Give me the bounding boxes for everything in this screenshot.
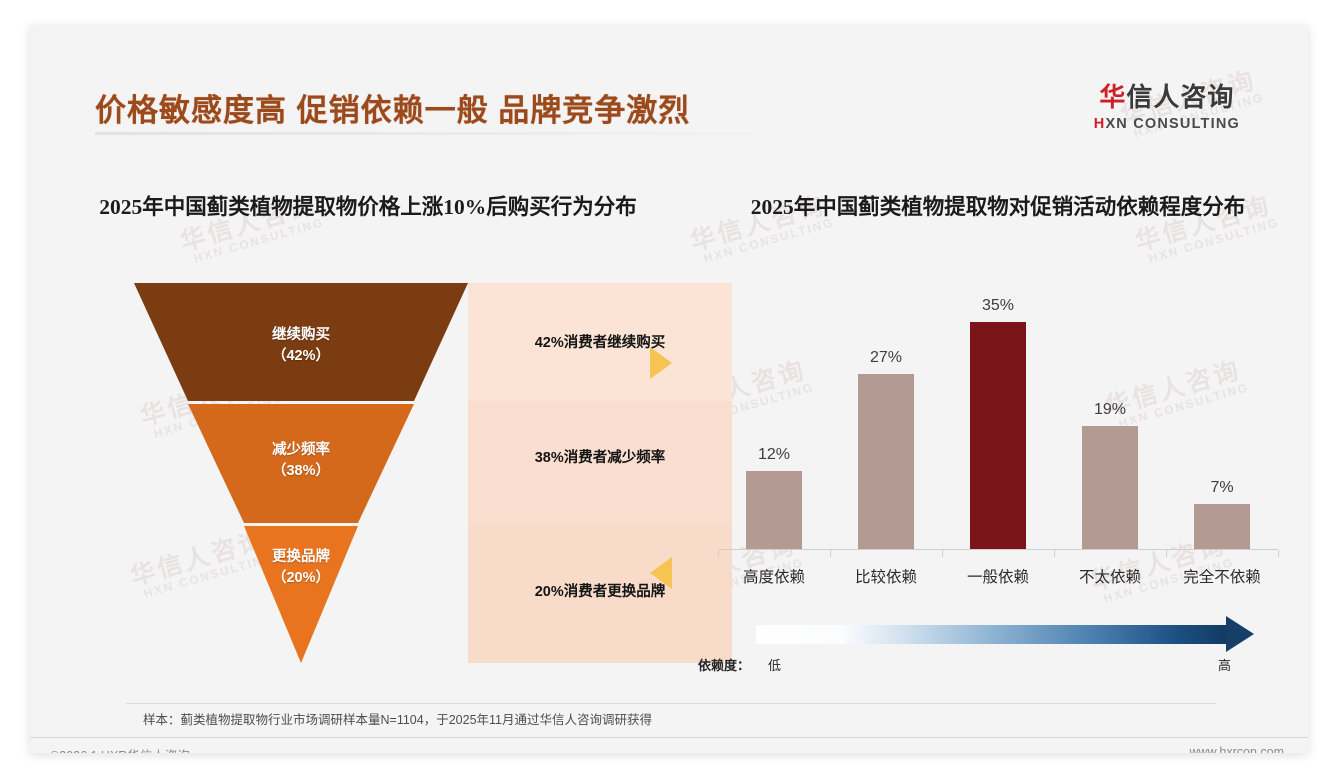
play-triangle-left-icon (650, 557, 672, 589)
bar-category-label: 完全不依赖 (1183, 569, 1261, 586)
bar-column: 19% (1082, 401, 1138, 549)
source-footnote: 样本：蓟类植物提取物行业市场调研样本量N=1104，于2025年11月通过华信人… (143, 713, 652, 727)
funnel-label-1-name: 继续购买 (272, 327, 330, 343)
bar-column: 35% (970, 297, 1026, 549)
axis-tick (942, 550, 943, 557)
slide-canvas: 华信人咨询 HXN CONSULTING 华信人咨询 HXN CONSULTING … (30, 25, 1308, 753)
right-chart-title: 2025年中国蓟类植物提取物对促销活动依赖程度分布 (750, 195, 1246, 219)
bar-rect (858, 374, 914, 549)
bar-column: 7% (1194, 479, 1250, 549)
funnel-side-text-2: 38%消费者减少频率 (534, 450, 666, 466)
funnel-band-1 (468, 283, 732, 401)
gradient-bar (756, 625, 1226, 644)
bar-category-label: 比较依赖 (854, 569, 917, 586)
bar-category-label: 一般依赖 (966, 569, 1029, 586)
funnel-segment-1 (134, 283, 468, 401)
website-link[interactable]: www.hxrcon.com (1189, 745, 1284, 753)
funnel-band-3 (468, 523, 732, 663)
funnel-label-2-value: （38%） (271, 463, 331, 480)
arrow-right-icon (1226, 616, 1254, 652)
watermark-en: HXN CONSULTING (192, 215, 326, 266)
bar-rect (746, 471, 802, 549)
bar-value-label: 35% (981, 297, 1015, 314)
logo-chinese-red: 华 (1099, 82, 1127, 112)
bar-value-label: 27% (869, 349, 903, 366)
bar-column: 12% (746, 446, 802, 549)
bar-column: 27% (858, 349, 914, 549)
bar-chart-axis (718, 549, 1278, 550)
legend-title: 依赖度： (698, 658, 751, 673)
legend-low-label: 低 (768, 658, 782, 673)
legend-high-label: 高 (1218, 658, 1232, 673)
dependency-bar-chart: 12% 27% 35% 19% 7% 高度依赖 比较依赖 一般依赖 不太依赖 完… (698, 275, 1298, 595)
logo-chinese-rest: 信人咨询 (1126, 82, 1235, 112)
funnel-segment-2 (188, 404, 414, 523)
title-underline (95, 132, 855, 135)
copyright-text: ©2026.1 HXR华信人咨询 (50, 745, 190, 753)
funnel-label-3: 更换品牌 （20%） (244, 547, 358, 589)
logo-chinese: 华信人咨询 (1094, 77, 1240, 114)
axis-tick (1278, 550, 1279, 557)
funnel-label-3-value: （20%） (271, 570, 331, 587)
watermark-en: HXN CONSULTING (1147, 215, 1281, 266)
logo-english: HXN CONSULTING (1094, 116, 1240, 132)
bar-value-label: 7% (1210, 479, 1234, 496)
funnel-shapes (134, 283, 468, 663)
funnel-side-text-1: 42%消费者继续购买 (534, 335, 666, 351)
page-title: 价格敏感度高 促销依赖一般 品牌竞争激烈 (95, 93, 691, 128)
play-triangle-right-icon (650, 347, 672, 379)
bar-category-label: 不太依赖 (1078, 569, 1141, 586)
bar-rect (1082, 426, 1138, 549)
axis-tick (1054, 550, 1055, 557)
funnel-side-text-3: 20%消费者更换品牌 (534, 584, 666, 600)
bar-rect-highlighted (970, 322, 1026, 549)
watermark-en: HXN CONSULTING (702, 215, 836, 266)
bar-rect (1194, 504, 1250, 549)
bar-value-label: 19% (1093, 401, 1127, 418)
funnel-chart: 继续购买 （42%） 减少频率 （38%） 更换品牌 （20%） 42%消费者继… (126, 283, 732, 663)
footnote-divider (126, 703, 1216, 704)
funnel-label-2: 减少频率 （38%） (186, 440, 416, 482)
company-logo: 华信人咨询 HXN CONSULTING (1094, 77, 1240, 132)
funnel-label-3-name: 更换品牌 (272, 549, 330, 565)
funnel-segment-3 (244, 526, 358, 663)
funnel-label-1-value: （42%） (271, 348, 331, 365)
footer-divider (30, 737, 1308, 738)
dependency-gradient-legend: 依赖度： 低 高 (698, 616, 1298, 679)
funnel-label-1: 继续购买 （42%） (186, 325, 416, 367)
axis-tick (830, 550, 831, 557)
axis-tick (1166, 550, 1167, 557)
logo-english-rest: XN CONSULTING (1105, 116, 1240, 132)
logo-english-red: H (1093, 116, 1106, 132)
funnel-band-2 (468, 401, 732, 523)
funnel-label-2-name: 减少频率 (272, 442, 330, 458)
axis-tick (718, 550, 719, 557)
bar-value-label: 12% (757, 446, 791, 463)
bar-category-label: 高度依赖 (742, 569, 805, 586)
left-chart-title: 2025年中国蓟类植物提取物价格上涨10%后购买行为分布 (99, 195, 637, 219)
